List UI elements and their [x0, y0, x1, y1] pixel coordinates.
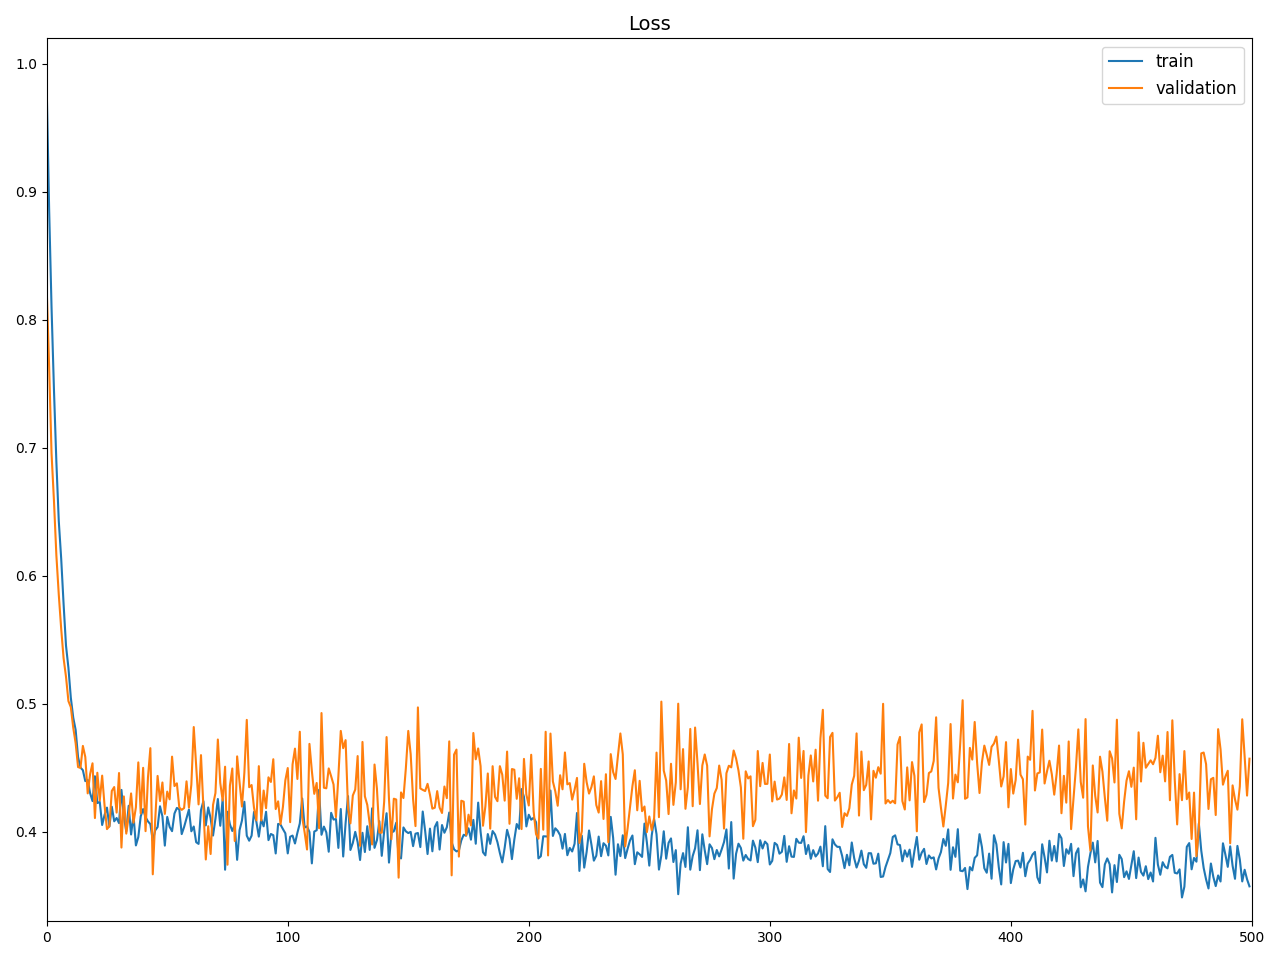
validation — [1028, 784, 1043, 796]
train — [1174, 892, 1189, 903]
validation — [390, 872, 406, 883]
validation — [758, 779, 773, 790]
Line: train: train — [47, 88, 1249, 898]
validation — [1215, 779, 1230, 790]
train — [611, 838, 626, 850]
validation — [692, 799, 708, 810]
train — [690, 825, 705, 836]
validation — [620, 823, 635, 834]
train — [755, 843, 771, 854]
Legend: train, validation: train, validation — [1102, 47, 1244, 105]
validation — [613, 728, 628, 739]
train — [40, 83, 55, 94]
Title: Loss: Loss — [628, 15, 671, 34]
train — [1215, 837, 1230, 849]
train — [1025, 849, 1041, 860]
Line: validation: validation — [47, 289, 1249, 877]
train — [1242, 880, 1257, 892]
validation — [1242, 753, 1257, 764]
train — [617, 852, 632, 864]
validation — [40, 283, 55, 295]
